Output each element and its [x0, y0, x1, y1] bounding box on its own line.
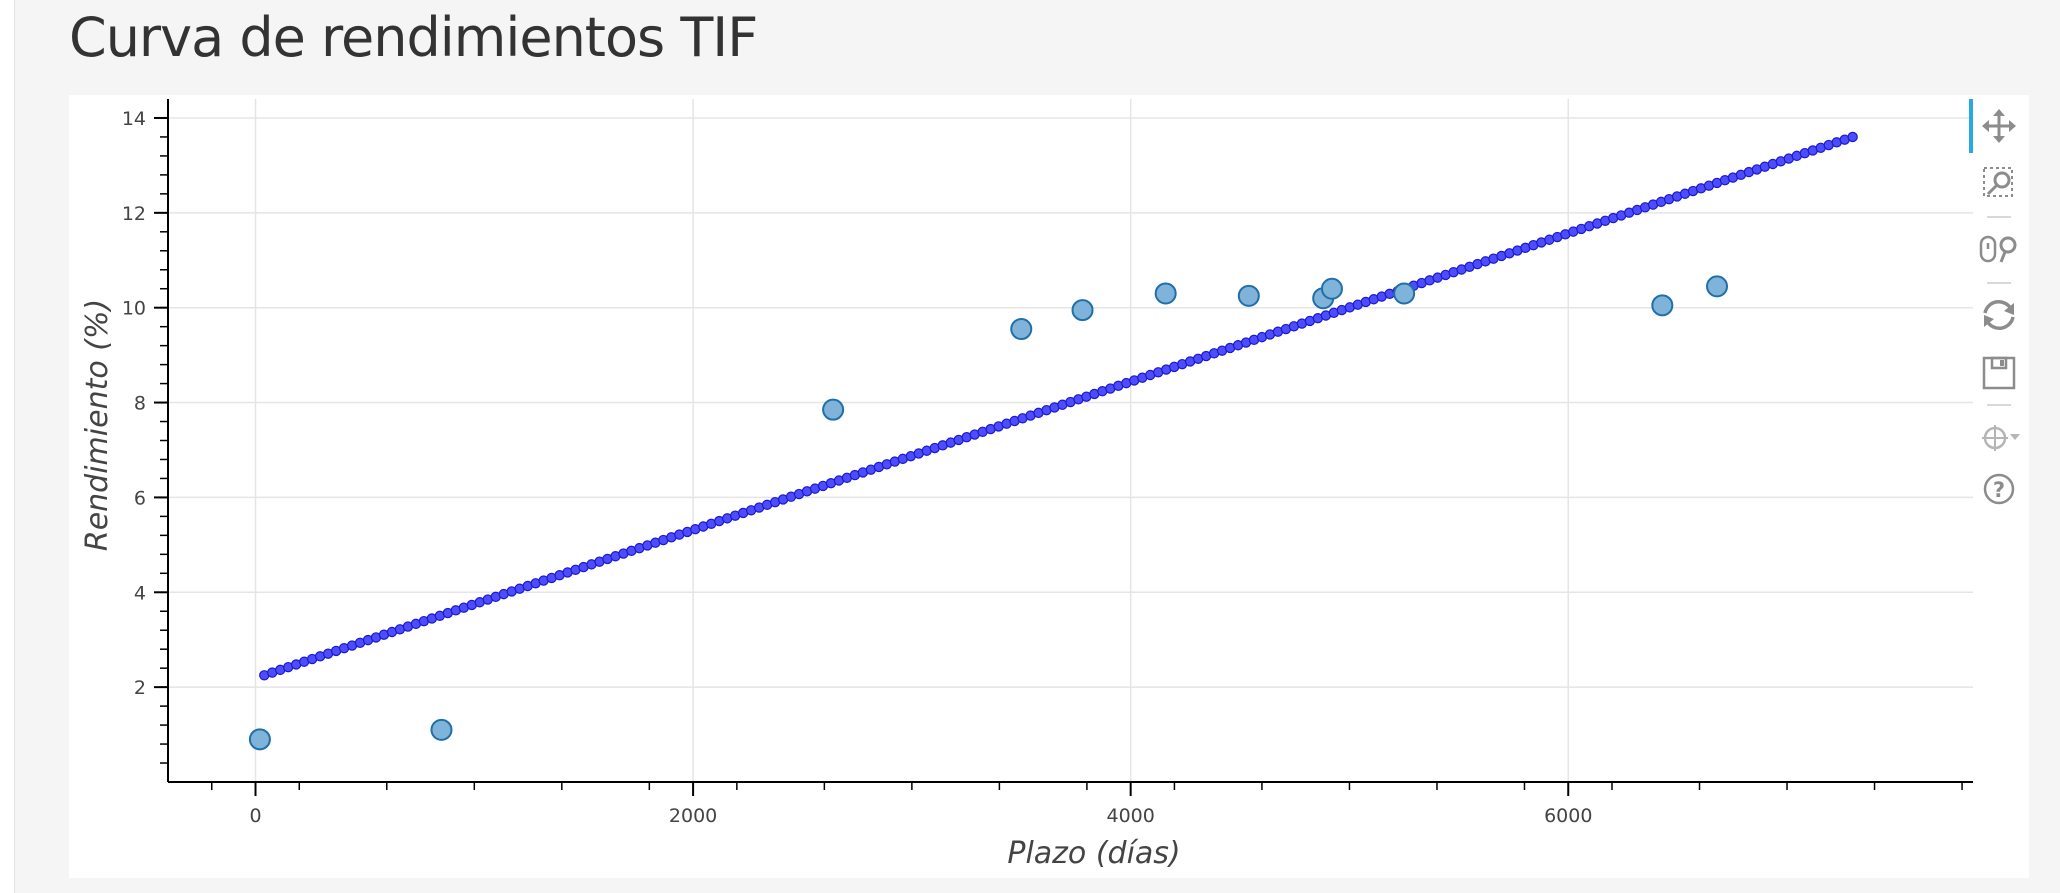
- crosshair-tool-icon[interactable]: [1982, 425, 2020, 451]
- x-tick-label: 0: [249, 805, 261, 827]
- x-tick-label: 4000: [1106, 805, 1154, 827]
- data-point: [822, 398, 845, 421]
- data-point: [1237, 284, 1260, 307]
- grid: [168, 99, 1973, 782]
- y-tick-label: 6: [134, 487, 146, 509]
- x-axis-label: Plazo (días): [1007, 836, 1180, 871]
- box-zoom-tool-icon[interactable]: [1983, 167, 2013, 197]
- y-tick-label: 12: [122, 203, 146, 225]
- data-point: [1071, 299, 1094, 322]
- data-point: [1320, 277, 1343, 300]
- chart-card: Curva de rendimientos TIF 0 2000 4000 6000 2…: [14, 0, 2060, 893]
- pan-tool-icon[interactable]: [1982, 109, 2016, 143]
- page-title: Curva de rendimientos TIF: [69, 6, 758, 69]
- data-point: [1651, 294, 1674, 317]
- y-tick-label: 14: [122, 108, 146, 130]
- data-point: [1393, 282, 1416, 305]
- y-axis-label: Rendimiento (%): [80, 299, 115, 551]
- data-point: [1154, 282, 1177, 305]
- svg-text:?: ?: [1993, 478, 2005, 502]
- y-tick-label: 2: [134, 677, 146, 699]
- fitted-curve-series: [259, 131, 1858, 681]
- toolbar-icons: ?: [1969, 99, 2020, 505]
- data-point: [430, 718, 453, 741]
- plot-panel[interactable]: 0 2000 4000 6000 2 4 6 8 10 12 14 Plazo (días) Ren…: [69, 95, 2029, 878]
- x-tick-label: 6000: [1544, 805, 1592, 827]
- data-point: [1706, 275, 1729, 298]
- help-tool-icon[interactable]: ?: [1983, 473, 2015, 505]
- toolbar: ?: [1967, 95, 2027, 515]
- wheel-zoom-tool-icon[interactable]: [1979, 235, 2017, 263]
- y-tick-label: 10: [122, 298, 146, 320]
- reset-tool-icon[interactable]: [1983, 300, 2015, 330]
- fit-point: [1847, 131, 1858, 143]
- x-tick-label: 2000: [669, 805, 717, 827]
- save-tool-icon[interactable]: [1982, 356, 2016, 390]
- y-tick-label: 4: [134, 582, 146, 604]
- yield-curve-chart[interactable]: 0 2000 4000 6000 2 4 6 8 10 12 14 Plazo (días) Ren…: [69, 95, 2029, 878]
- active-tool-indicator: [1969, 99, 1973, 153]
- y-tick-label: 8: [134, 393, 146, 415]
- scatter-series: [248, 275, 1729, 751]
- data-point: [1010, 318, 1033, 341]
- axes: 0 2000 4000 6000 2 4 6 8 10 12 14: [122, 99, 1973, 827]
- data-point: [248, 728, 271, 751]
